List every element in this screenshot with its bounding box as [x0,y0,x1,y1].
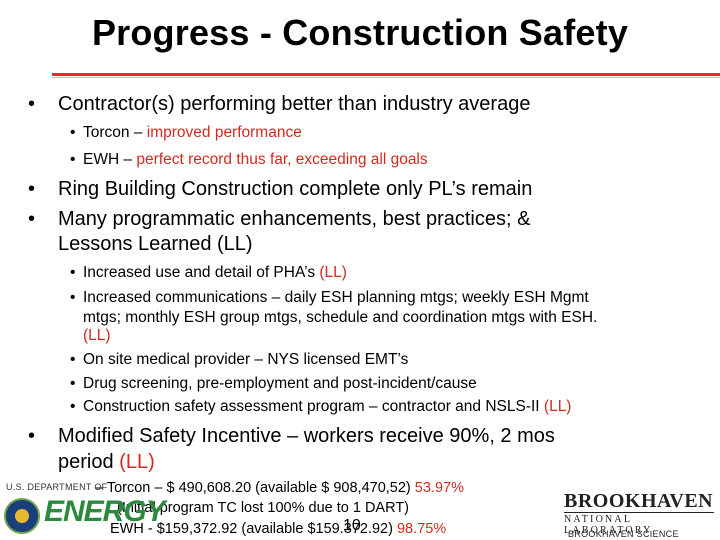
bullet-ring: • Ring Building Construction complete on… [28,177,533,202]
sub-bullet-assessment: • Construction safety assessment program… [70,397,572,416]
doe-seal-icon [4,498,40,534]
ll-tag: (LL) [543,398,572,415]
ll-tag: (LL) [319,264,347,281]
doe-dept-text: U.S. DEPARTMENT OF [6,482,108,492]
sub-bullet-label: EWH – [83,151,137,168]
ll-tag: (LL) [83,327,111,344]
bullet-dot: • [70,151,76,168]
bullet-text: Modified Safety Incentive – workers rece… [58,425,555,447]
sub-bullet-comms-cont: mtgs; monthly ESH group mtgs, schedule a… [83,309,598,326]
bullet-text: Ring Building Construction complete only… [58,178,533,200]
slide-title: Progress - Construction Safety [91,12,629,53]
sub-bullet-medical: • On site medical provider – NYS license… [70,350,409,369]
sub-bullet-torcon: • Torcon – improved performance [70,123,302,142]
bullet-text: period [58,451,120,473]
sub-bullet-text: On site medical provider – NYS licensed … [83,351,409,368]
bullet-dot: • [70,351,76,368]
bnl-logo: BROOKHAVEN NATIONAL LABORATORY BROOKHAVE… [560,490,720,540]
sub-bullet-label: Torcon – [83,124,147,141]
incentive-text: – Torcon – $ 490,608.20 (available $ 908… [95,480,415,496]
sub-bullet-pha: • Increased use and detail of PHA’s (LL) [70,263,347,282]
bullet-dot: • [28,425,36,447]
bullet-dot: • [70,375,76,392]
sub-bullet-value: improved performance [146,124,302,141]
bullet-text: Many programmatic enhancements, best pra… [58,208,531,230]
incentive-pct: 53.97% [414,480,464,496]
sub-bullet-text: Drug screening, pre-employment and post-… [83,375,477,392]
bullet-dot: • [28,208,36,230]
title-rule [52,73,720,76]
bullet-contractors: • Contractor(s) performing better than i… [28,92,531,117]
doe-logo: U.S. DEPARTMENT OF ENERGY [0,478,166,540]
bullet-incentive-cont: period (LL) [58,450,155,475]
bnl-science-text: BROOKHAVEN SCIENCE [568,529,679,539]
page-number: 10 [343,517,361,534]
sub-bullet-text: Construction safety assessment program –… [83,398,544,415]
incentive-text: EWH - $159,372.92 (available $159.372.92… [110,521,397,537]
ll-tag: (LL) [119,451,155,473]
bnl-rule [564,512,714,513]
bullet-enhancements-cont: Lessons Learned (LL) [58,233,253,255]
bullet-dot: • [70,398,76,415]
sub-bullet-drug: • Drug screening, pre-employment and pos… [70,374,477,393]
incentive-ewh: EWH - $159,372.92 (available $159.372.92… [110,520,446,538]
incentive-torcon: – Torcon – $ 490,608.20 (available $ 908… [95,479,464,497]
bullet-dot: • [70,264,76,281]
title-rule-shadow [52,77,720,78]
incentive-pct: 98.75% [396,521,447,537]
bnl-name-text: BROOKHAVEN [564,490,714,512]
bullet-dot: • [28,93,36,115]
bullet-incentive: • Modified Safety Incentive – workers re… [28,424,555,449]
sub-bullet-value: perfect record thus far, exceeding all g… [136,151,428,168]
incentive-initial-note: (Initial program TC lost 100% due to 1 D… [117,500,410,516]
sub-bullet-text: Increased use and detail of PHA’s [83,264,320,281]
sub-bullet-ewh: • EWH – perfect record thus far, exceedi… [70,150,428,169]
bullet-dot: • [70,289,76,306]
bnl-lab-text: NATIONAL LABORATORY [564,514,653,536]
bullet-text: Contractor(s) performing better than ind… [58,93,531,115]
bullet-dot: • [70,124,76,141]
bullet-enhancements: • Many programmatic enhancements, best p… [28,207,531,232]
sub-bullet-comms: • Increased communications – daily ESH p… [70,288,589,307]
sub-bullet-text: Increased communications – daily ESH pla… [83,289,589,306]
doe-energy-text: ENERGY [44,495,166,528]
bullet-dot: • [28,178,36,200]
